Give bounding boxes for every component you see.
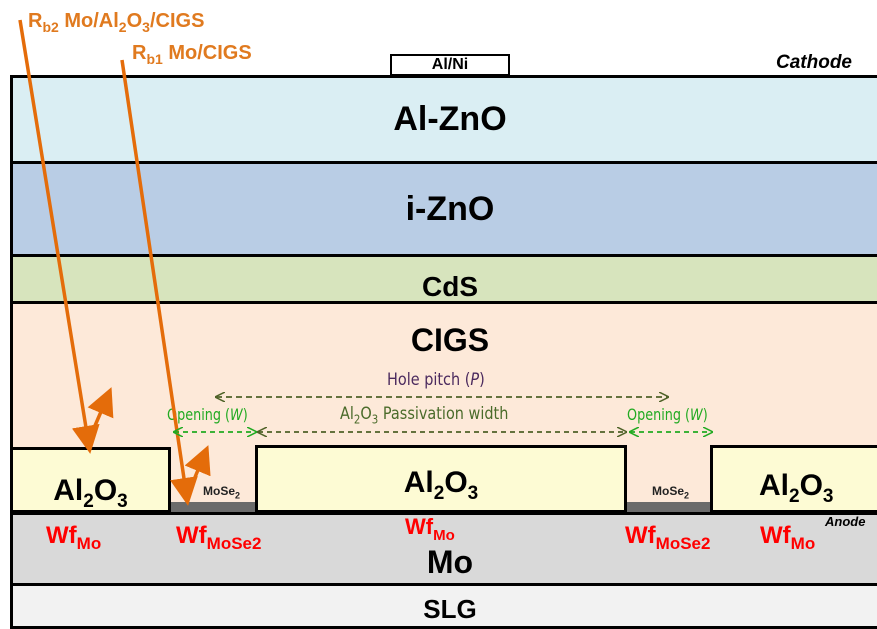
cathode-label: Cathode xyxy=(776,52,852,73)
wf-mo-left: WfMo xyxy=(46,522,102,553)
opening-label-right: Opening (W) xyxy=(627,405,708,424)
rb1-label: Rb1 Mo/CIGS xyxy=(132,42,252,67)
layer-al-zno-label: Al-ZnO xyxy=(393,100,507,138)
layer-cigs-label: CIGS xyxy=(410,322,490,358)
al2o3-label-center: Al2O3 xyxy=(403,465,479,504)
passivation-width-label: Al2O3 Passivation width xyxy=(340,404,509,427)
rb1-arrow-line xyxy=(120,59,198,506)
hole-pitch-label: Hole pitch (P) xyxy=(387,370,485,390)
mose2-strip-right xyxy=(624,502,712,512)
layer-i-zno: i-ZnO xyxy=(10,161,877,257)
mose2-strip-left xyxy=(168,502,258,512)
mose2-label-left: MoSe2 xyxy=(203,484,241,501)
al2o3-block-right: Al2O3 xyxy=(710,445,877,513)
rb2-arrow-line xyxy=(18,19,100,454)
layer-i-zno-label: i-ZnO xyxy=(405,189,495,228)
rb2-label: Rb2 Mo/Al2O3/CIGS xyxy=(28,10,205,35)
layer-mo-label: Mo xyxy=(426,544,474,580)
anode-label: Anode xyxy=(825,514,866,529)
rb2-arrow-bounce xyxy=(86,387,114,443)
al-ni-contact-label: Al/Ni xyxy=(431,56,469,73)
opening-label-left: Opening (W) xyxy=(167,405,248,424)
wf-mo-center: WfMo xyxy=(405,514,455,544)
al2o3-block-center: Al2O3 xyxy=(255,445,627,513)
wf-mo-right: WfMo xyxy=(760,522,816,553)
al2o3-label-right: Al2O3 xyxy=(759,468,834,507)
layer-slg-label: SLG xyxy=(423,594,477,624)
rb1-arrow-bounce xyxy=(184,445,211,495)
al2o3-label-left: Al2O3 xyxy=(53,473,128,512)
wf-mose2-left: WfMoSe2 xyxy=(176,522,262,553)
mose2-label-right: MoSe2 xyxy=(652,484,690,501)
wf-mose2-right: WfMoSe2 xyxy=(625,522,711,553)
layer-cds-label: CdS xyxy=(422,271,478,302)
